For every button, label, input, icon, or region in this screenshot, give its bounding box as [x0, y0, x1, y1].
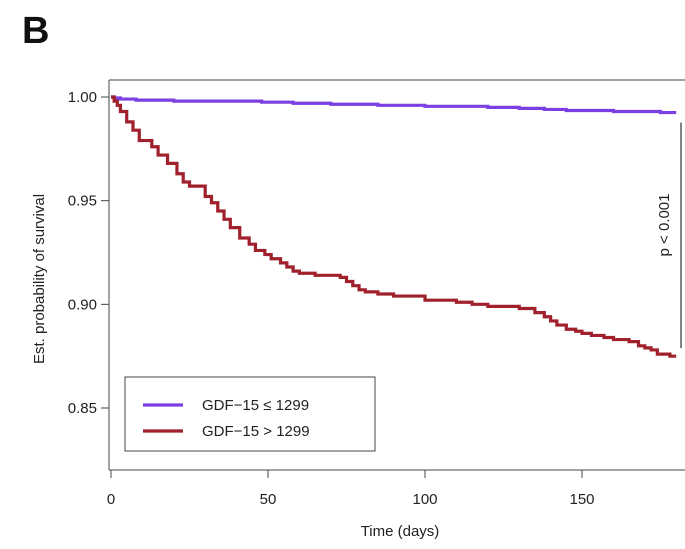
x-tick-label: 0	[107, 491, 115, 508]
y-tick-label: 1.00	[68, 89, 97, 106]
legend-label-low: GDF−15 ≤ 1299	[202, 397, 309, 414]
y-tick-label: 0.95	[68, 193, 97, 210]
legend: GDF−15 ≤ 1299 GDF−15 > 1299	[124, 376, 376, 452]
x-tick-label: 100	[412, 491, 437, 508]
axes: 0.85 0.90 0.95 1.00 0 50 100 150 Time (days) Est.…	[31, 79, 685, 540]
y-axis-title: Est. probability of survival	[31, 194, 48, 364]
series-low-gdf15-line	[111, 95, 677, 115]
panel-letter: B	[22, 10, 50, 52]
legend-label-high: GDF−15 > 1299	[202, 423, 310, 440]
x-tick-label: 150	[569, 491, 594, 508]
series-layer	[111, 95, 677, 358]
x-tick-label: 50	[260, 491, 277, 508]
pvalue-text: p < 0.001	[656, 194, 673, 257]
y-tick-label: 0.90	[68, 296, 97, 313]
series-high-gdf15-line	[111, 95, 677, 358]
pvalue-annotation: p < 0.001	[656, 122, 682, 349]
x-axis-title: Time (days)	[361, 523, 440, 540]
legend-box	[124, 376, 376, 452]
y-tick-label: 0.85	[68, 400, 97, 417]
